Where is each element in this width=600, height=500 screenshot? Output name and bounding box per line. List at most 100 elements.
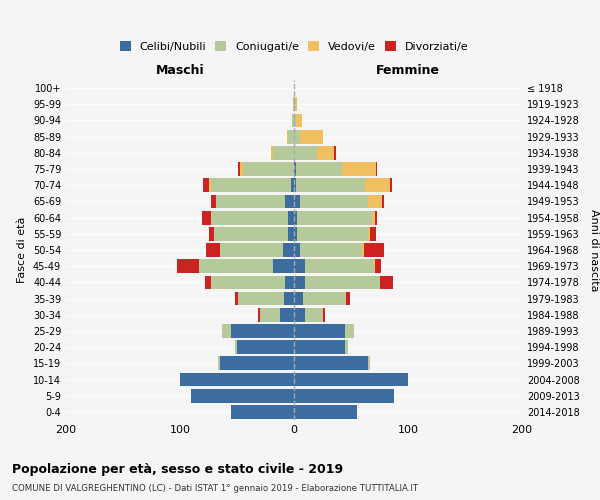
Bar	[296, 178, 365, 192]
Bar	[305, 308, 323, 322]
Bar	[294, 162, 296, 176]
Bar	[375, 260, 380, 273]
Bar	[317, 146, 334, 160]
Bar	[365, 178, 390, 192]
Bar	[238, 292, 284, 306]
Bar	[285, 276, 294, 289]
Bar	[232, 324, 294, 338]
Bar	[364, 243, 384, 257]
Bar	[300, 130, 323, 143]
Bar	[271, 146, 274, 160]
Bar	[342, 162, 376, 176]
Bar	[294, 340, 346, 354]
Bar	[217, 194, 285, 208]
Bar	[346, 324, 355, 338]
Bar	[222, 324, 232, 338]
Bar	[220, 356, 294, 370]
Bar	[370, 227, 376, 240]
Bar	[334, 146, 336, 160]
Bar	[180, 372, 294, 386]
Bar	[203, 178, 209, 192]
Bar	[294, 260, 305, 273]
Bar	[235, 292, 238, 306]
Bar	[305, 276, 380, 289]
Bar	[274, 260, 294, 273]
Bar	[206, 243, 220, 257]
Bar	[375, 210, 377, 224]
Bar	[294, 324, 346, 338]
Bar	[376, 162, 377, 176]
Text: COMUNE DI VALGREGHENTINO (LC) - Dati ISTAT 1° gennaio 2019 - Elaborazione TUTTIT: COMUNE DI VALGREGHENTINO (LC) - Dati IST…	[12, 484, 418, 493]
Bar	[390, 178, 392, 192]
Bar	[380, 276, 393, 289]
Bar	[296, 162, 342, 176]
Bar	[303, 292, 346, 306]
Bar	[368, 194, 382, 208]
Bar	[235, 340, 237, 354]
Bar	[241, 162, 242, 176]
Bar	[294, 372, 408, 386]
Bar	[289, 210, 294, 224]
Bar	[346, 340, 347, 354]
Bar	[382, 194, 384, 208]
Bar	[294, 114, 296, 128]
Bar	[289, 227, 294, 240]
Bar	[294, 130, 300, 143]
Bar	[294, 276, 305, 289]
Y-axis label: Fasce di età: Fasce di età	[17, 217, 27, 283]
Bar	[294, 292, 303, 306]
Bar	[346, 292, 350, 306]
Bar	[209, 227, 214, 240]
Bar	[298, 227, 368, 240]
Y-axis label: Anni di nascita: Anni di nascita	[589, 209, 599, 291]
Bar	[211, 178, 290, 192]
Bar	[305, 260, 374, 273]
Bar	[274, 146, 294, 160]
Bar	[211, 210, 289, 224]
Bar	[211, 194, 217, 208]
Bar	[323, 308, 325, 322]
Bar	[368, 227, 370, 240]
Bar	[296, 114, 302, 128]
Bar	[298, 210, 371, 224]
Legend: Celibi/Nubili, Coniugati/e, Vedovi/e, Divorziati/e: Celibi/Nubili, Coniugati/e, Vedovi/e, Di…	[116, 38, 472, 55]
Bar	[300, 243, 362, 257]
Bar	[280, 308, 294, 322]
Bar	[284, 292, 294, 306]
Bar	[232, 405, 294, 419]
Bar	[294, 405, 356, 419]
Bar	[199, 260, 274, 273]
Bar	[300, 194, 368, 208]
Bar	[294, 389, 394, 402]
Bar	[218, 356, 220, 370]
Bar	[295, 98, 298, 111]
Bar	[294, 210, 298, 224]
Bar	[283, 243, 294, 257]
Text: Maschi: Maschi	[155, 64, 205, 77]
Bar	[211, 276, 285, 289]
Text: Femmine: Femmine	[376, 64, 440, 77]
Bar	[294, 227, 298, 240]
Bar	[191, 389, 294, 402]
Bar	[374, 260, 375, 273]
Bar	[294, 146, 317, 160]
Bar	[294, 356, 368, 370]
Bar	[290, 178, 294, 192]
Bar	[287, 130, 289, 143]
Bar	[242, 162, 294, 176]
Bar	[202, 210, 211, 224]
Bar	[260, 308, 280, 322]
Bar	[220, 243, 283, 257]
Bar	[371, 210, 375, 224]
Bar	[294, 98, 295, 111]
Bar	[205, 276, 211, 289]
Bar	[285, 194, 294, 208]
Bar	[289, 130, 294, 143]
Bar	[368, 356, 370, 370]
Bar	[362, 243, 364, 257]
Text: Popolazione per età, sesso e stato civile - 2019: Popolazione per età, sesso e stato civil…	[12, 462, 343, 475]
Bar	[238, 162, 241, 176]
Bar	[294, 194, 300, 208]
Bar	[209, 178, 211, 192]
Bar	[294, 178, 296, 192]
